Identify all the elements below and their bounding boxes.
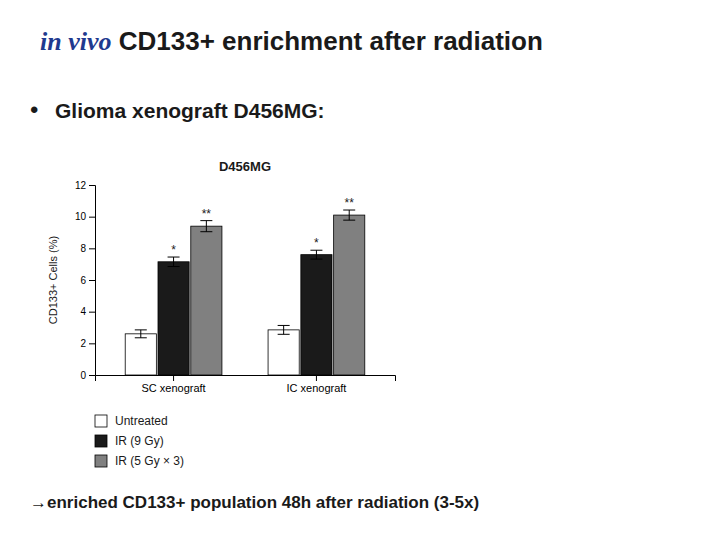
tick-label: 4 <box>80 306 86 317</box>
error-bar-cap <box>278 334 290 335</box>
tick-mark <box>89 312 95 313</box>
error-bar-stem <box>173 257 174 267</box>
tick-label: 0 <box>80 370 86 381</box>
legend-label: IR (9 Gy) <box>115 434 164 448</box>
tick-mark <box>89 248 95 249</box>
error-bar-cap <box>135 329 147 330</box>
bar <box>268 330 299 375</box>
bullet-symbol: • <box>30 96 38 123</box>
error-bar-cap <box>200 231 212 232</box>
tick: 0 <box>80 370 95 381</box>
tick-mark <box>89 343 95 344</box>
bar <box>301 255 332 375</box>
tick: 4 <box>80 306 95 317</box>
error-bar <box>343 210 355 220</box>
bar <box>191 226 222 375</box>
error-bar-stem <box>206 221 207 232</box>
significance: ** <box>202 207 212 221</box>
tick-label: SC xenograft <box>141 382 205 394</box>
error-bar-cap <box>135 337 147 338</box>
x-axis: SC xenograft IC xenograft <box>96 375 396 394</box>
legend-label: Untreated <box>115 414 168 428</box>
error-bar <box>168 257 180 267</box>
legend-item: IR (5 Gy × 3) <box>95 454 184 468</box>
error-bar-stem <box>283 325 284 334</box>
chart-title: D456MG <box>219 159 271 174</box>
tick: 2 <box>80 338 95 349</box>
error-bar-stem <box>349 210 350 220</box>
error-bar <box>310 250 322 259</box>
tick-label: 12 <box>75 180 87 191</box>
note: →enriched CD133+ population 48h after ra… <box>30 493 479 512</box>
plot: 024681012SC xenograftIC xenograft****** <box>75 180 396 394</box>
tick-mark <box>173 375 174 381</box>
tick: 10 <box>75 211 95 222</box>
tick-mark <box>316 375 317 381</box>
tick: IC xenograft <box>286 375 346 394</box>
legend-item: Untreated <box>95 414 168 428</box>
significance: * <box>314 236 319 250</box>
tick-label: 10 <box>75 211 87 222</box>
legend-swatch <box>95 435 107 447</box>
tick-label: 6 <box>80 275 86 286</box>
slide: in vivo CD133+ enrichment after radiatio… <box>0 0 720 540</box>
error-bar-cap <box>168 266 180 267</box>
tick: SC xenograft <box>141 375 205 394</box>
bar <box>125 334 156 375</box>
bars <box>125 210 365 375</box>
error-bar-cap <box>343 220 355 221</box>
tick-mark <box>89 217 95 218</box>
tick-label: 2 <box>80 338 86 349</box>
y-axis: 0 2 4 6 8 10 12 <box>75 180 96 381</box>
legend-item: IR (9 Gy) <box>95 434 164 448</box>
bar <box>158 262 189 375</box>
tick-label: 8 <box>80 243 86 254</box>
significance: * <box>171 243 176 257</box>
legend-swatch <box>95 455 107 467</box>
significance: ** <box>345 196 355 210</box>
tick-mark <box>89 185 95 186</box>
error-bar-cap <box>310 259 322 260</box>
tick: 12 <box>75 180 95 191</box>
error-bar <box>135 330 147 338</box>
axis-line <box>89 186 96 376</box>
heading: CD133+ enrichment after radiation <box>112 26 543 56</box>
error-bar <box>278 325 290 334</box>
tick-mark <box>89 280 95 281</box>
axis-line <box>96 376 396 382</box>
tick-label: IC xenograft <box>286 382 346 394</box>
tick-mark <box>89 375 95 376</box>
legend-label: IR (5 Gy × 3) <box>115 454 184 468</box>
bullet-text: Glioma xenograft D456MG: <box>55 99 325 122</box>
annotations: ****** <box>171 196 354 257</box>
tick: 8 <box>80 243 95 254</box>
legend-swatch <box>95 415 107 427</box>
legend: Untreated IR (9 Gy) IR (5 Gy × 3) <box>95 414 184 468</box>
error-bar <box>200 221 212 232</box>
error-bar-cap <box>278 325 290 326</box>
heading-italic: in vivo <box>40 27 112 56</box>
y-axis-title: CD133+ Cells (%) <box>47 236 59 324</box>
tick: 6 <box>80 275 95 286</box>
error-bar-stem <box>140 330 141 338</box>
error-bar-stem <box>316 250 317 259</box>
bar <box>334 215 365 375</box>
